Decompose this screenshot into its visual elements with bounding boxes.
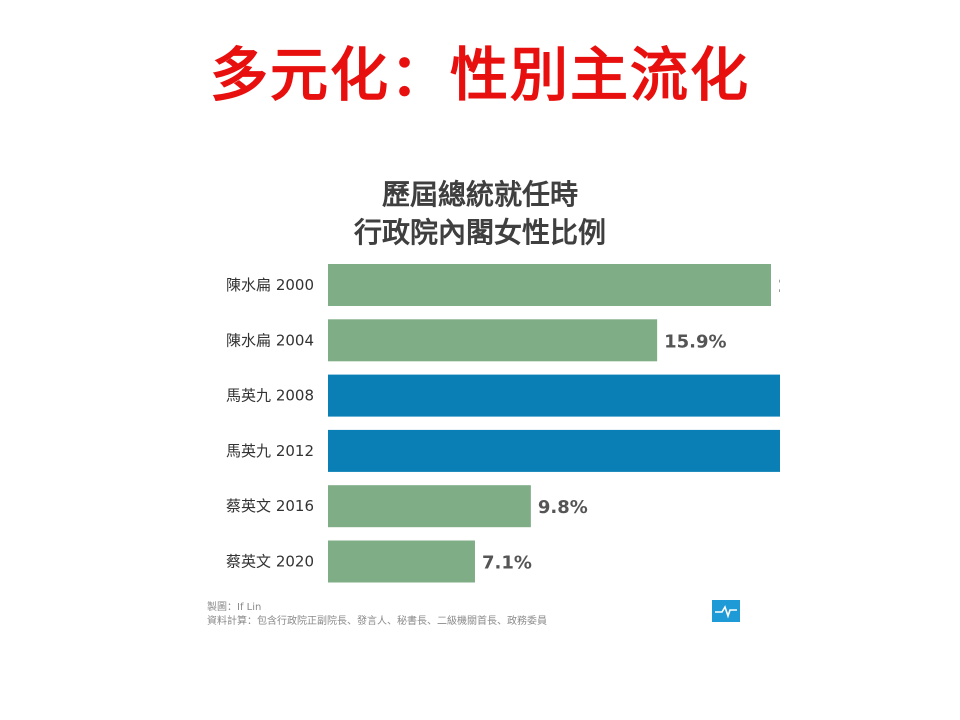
category-label: 馬英九 2008	[226, 387, 314, 405]
chart-source-note: 資料計算：包含行政院正副院長、發言人、秘書長、二級機關首長、政務委員	[207, 616, 547, 627]
bar	[328, 485, 531, 528]
bar	[328, 319, 658, 362]
value-label: 15.9%	[664, 331, 726, 352]
slide-title: 多元化：性別主流化	[209, 41, 750, 109]
chart-title: 歷屆總統就任時 行政院內閣女性比例	[200, 176, 760, 252]
bar	[328, 264, 771, 306]
value-label: 9.8%	[538, 497, 588, 518]
bar	[328, 374, 780, 417]
category-label: 蔡英文 2020	[226, 553, 314, 571]
value-label: 7.1%	[482, 553, 532, 574]
pulse-logo-icon	[712, 600, 740, 622]
bar	[328, 429, 780, 472]
chart-title-line-1: 歷屆總統就任時	[381, 178, 578, 211]
chart-title-line-2: 行政院內閣女性比例	[353, 216, 606, 249]
category-label: 蔡英文 2016	[226, 497, 314, 515]
bar	[328, 540, 475, 583]
value-label: 21.4%	[778, 276, 780, 297]
category-label: 陳水扁 2004	[226, 331, 314, 349]
category-label: 馬英九 2012	[226, 442, 314, 460]
category-label: 陳水扁 2000	[226, 276, 314, 294]
chart-credit: 製圖：If Lin	[207, 602, 262, 613]
